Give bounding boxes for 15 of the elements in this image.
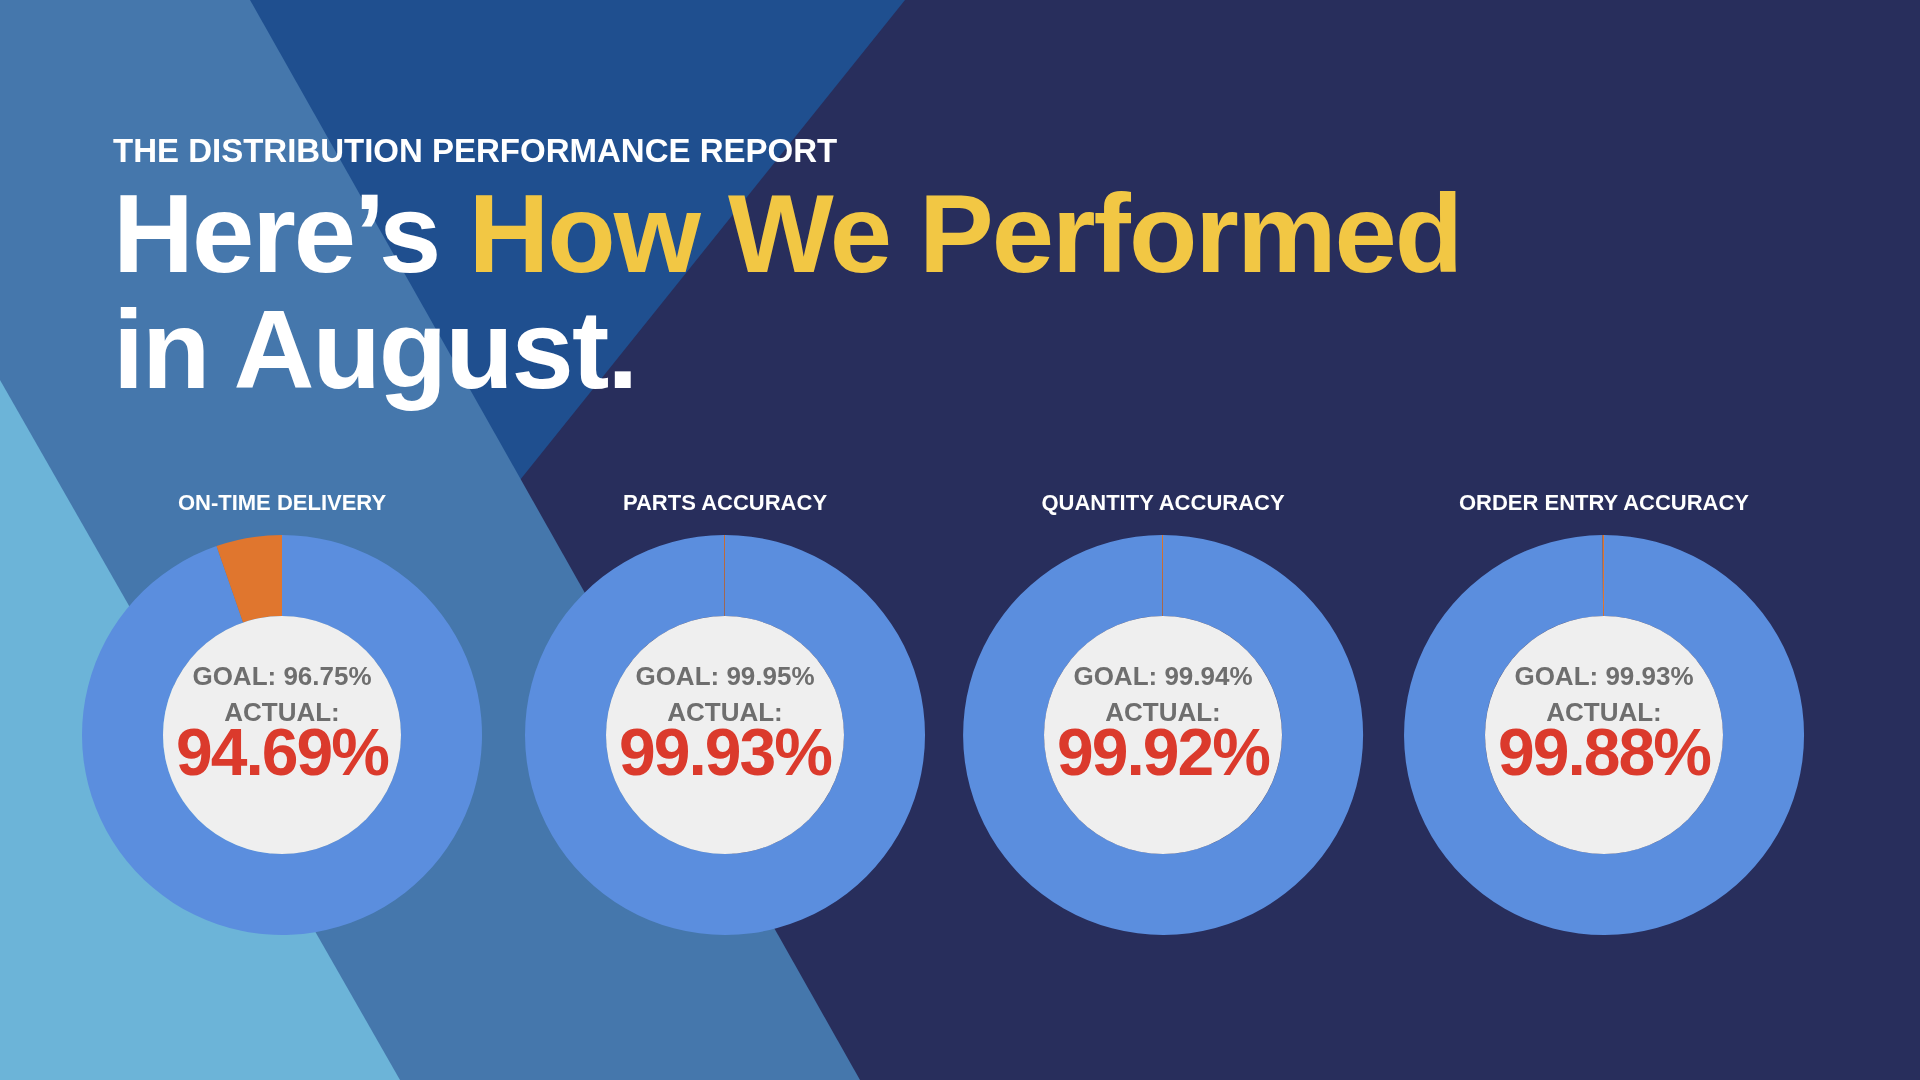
text: GOAL: 99.94% [1073, 661, 1253, 691]
chart-title: QUANTITY ACCURACY [1041, 490, 1285, 515]
text: GOAL: 96.75% [192, 661, 372, 691]
donut-slice [963, 535, 1363, 935]
donut-slice [216, 535, 282, 623]
text: THE DISTRIBUTION PERFORMANCE REPORT [113, 132, 838, 169]
text: GOAL: 99.95% [635, 661, 815, 691]
donut-slice [82, 535, 482, 935]
chart-title: PARTS ACCURACY [622, 490, 828, 515]
donut-slice [525, 535, 925, 935]
chart-title: ON-TIME DELIVERY [177, 490, 387, 515]
text: GOAL: 99.93% [1514, 661, 1694, 691]
donut-slice [1404, 535, 1804, 935]
chart-title: Here’s How We Performed in August. [113, 171, 1462, 412]
chart-title: ORDER ENTRY ACCURACY [1458, 490, 1750, 515]
